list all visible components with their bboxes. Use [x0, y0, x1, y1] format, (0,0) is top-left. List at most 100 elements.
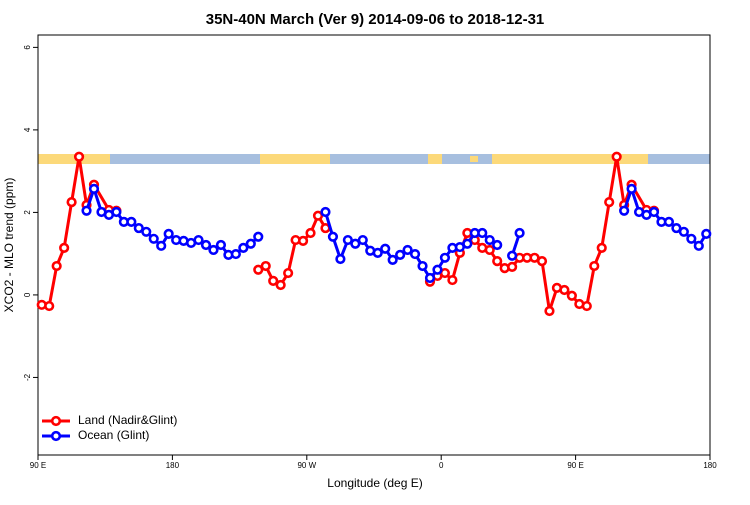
data-point — [88, 183, 100, 194]
data-point — [417, 260, 428, 272]
legend-marker — [50, 430, 62, 442]
data-point — [402, 244, 413, 256]
x-axis-label: Longitude (deg E) — [327, 476, 422, 490]
data-point — [156, 240, 167, 251]
data-point — [566, 290, 577, 301]
data-point — [44, 300, 55, 312]
data-point — [581, 300, 592, 312]
data-point — [230, 248, 241, 260]
data-point — [693, 240, 704, 251]
data-point — [387, 254, 398, 265]
data-point — [372, 247, 383, 258]
data-point — [260, 260, 271, 272]
land-strip — [428, 154, 442, 164]
data-point — [544, 305, 555, 317]
data-point — [297, 235, 309, 246]
data-point — [701, 228, 712, 239]
x-tick-label: 180 — [703, 461, 717, 470]
legend: Land (Nadir&Glint)Ocean (Glint) — [42, 413, 177, 442]
data-point — [141, 226, 152, 237]
y-tick-label: -2 — [23, 373, 32, 381]
y-axis-label: XCO2 - MLO trend (ppm) — [2, 178, 16, 313]
x-tick-label: 180 — [166, 461, 180, 470]
data-point — [335, 253, 346, 265]
data-point — [312, 210, 324, 221]
x-tick-label: 0 — [439, 461, 444, 470]
data-point — [439, 252, 451, 263]
data-point — [536, 255, 548, 267]
data-point — [447, 274, 458, 286]
data-point — [327, 231, 339, 242]
data-point — [477, 227, 488, 239]
data-point — [507, 261, 518, 272]
land-strip — [38, 154, 110, 164]
data-point — [215, 239, 227, 251]
data-point — [462, 238, 473, 249]
data-point — [245, 238, 256, 249]
data-point — [193, 234, 204, 246]
data-point — [51, 260, 62, 272]
legend-label: Ocean (Glint) — [78, 428, 149, 442]
x-tick-label: 90 E — [30, 461, 46, 470]
data-point — [163, 228, 174, 239]
data-point — [73, 151, 85, 162]
data-point — [507, 250, 518, 261]
data-point — [409, 248, 421, 260]
y-tick-label: 2 — [23, 210, 32, 215]
data-point — [604, 196, 615, 208]
data-point — [626, 183, 637, 194]
data-point — [66, 196, 77, 208]
ocean-strip — [38, 154, 710, 164]
data-point — [686, 233, 697, 244]
data-point — [81, 205, 92, 216]
data-point — [283, 267, 294, 279]
data-point — [611, 151, 622, 162]
data-point — [111, 206, 122, 218]
data-point — [424, 272, 436, 284]
data-point — [514, 227, 525, 239]
data-point — [268, 275, 279, 286]
data-point — [200, 239, 212, 251]
data-point — [126, 216, 137, 227]
data-point — [342, 234, 353, 246]
legend-marker — [50, 415, 62, 427]
data-point — [678, 226, 689, 237]
data-point — [320, 206, 331, 218]
data-point — [395, 249, 406, 261]
data-point — [432, 264, 443, 275]
data-point — [208, 244, 219, 256]
legend-label: Land (Nadir&Glint) — [78, 413, 177, 427]
data-point — [380, 243, 391, 254]
data-point — [663, 216, 675, 227]
data-point — [648, 206, 660, 218]
data-point — [59, 242, 70, 253]
data-point — [596, 242, 607, 253]
land-ocean-strip — [38, 154, 710, 164]
data-point — [671, 222, 682, 234]
chart-title: 35N-40N March (Ver 9) 2014-09-06 to 2018… — [206, 11, 545, 28]
data-point — [305, 227, 316, 239]
y-tick-label: 6 — [23, 45, 32, 50]
data-point — [350, 238, 361, 249]
data-point — [238, 242, 249, 253]
land-strip — [612, 154, 648, 164]
data-point — [484, 244, 495, 256]
data-point — [589, 260, 600, 272]
data-point — [492, 255, 503, 267]
data-point — [253, 264, 264, 275]
land-strip — [492, 154, 612, 164]
data-point — [357, 234, 368, 246]
data-point — [253, 231, 264, 242]
data-point — [484, 234, 495, 246]
x-tick-label: 90 W — [297, 461, 316, 470]
land-strip — [260, 154, 330, 164]
data-point — [275, 279, 286, 291]
data-point — [133, 222, 144, 234]
x-tick-label: 90 E — [567, 461, 583, 470]
data-point — [148, 233, 159, 244]
y-tick-label: 4 — [23, 127, 32, 132]
data-point — [559, 284, 570, 296]
data-point — [619, 205, 630, 216]
y-tick-label: 0 — [23, 292, 32, 297]
data-point — [492, 239, 503, 251]
